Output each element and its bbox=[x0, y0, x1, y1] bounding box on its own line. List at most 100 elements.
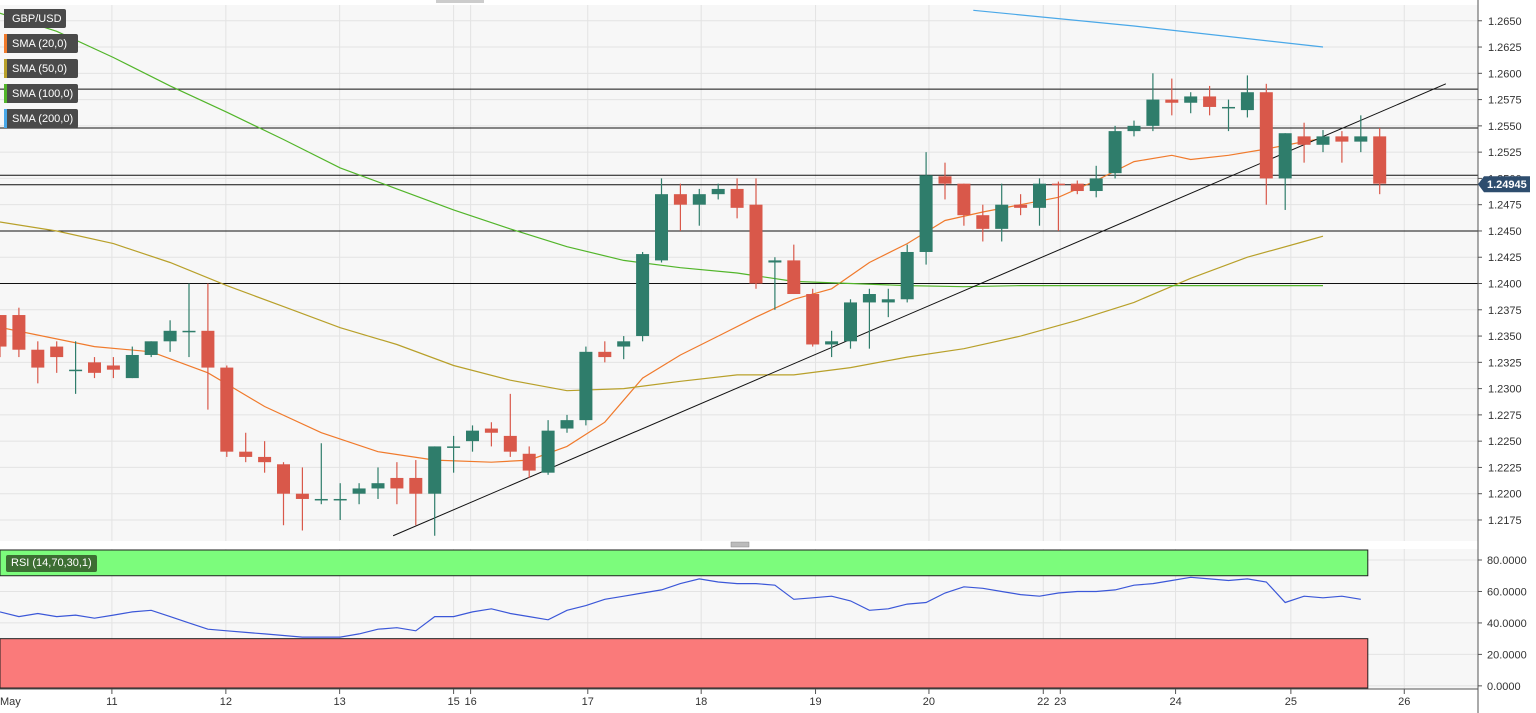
candle bbox=[957, 183, 971, 226]
candle bbox=[1354, 115, 1368, 153]
candle bbox=[730, 178, 744, 219]
candle bbox=[673, 183, 687, 231]
candle bbox=[1014, 194, 1028, 216]
legend-pair[interactable]: GBP/USD bbox=[4, 9, 66, 28]
candle-body bbox=[466, 430, 479, 442]
candle-body bbox=[12, 315, 26, 350]
candle-body bbox=[1014, 204, 1028, 208]
price-tick-label: 1.2600 bbox=[1488, 68, 1522, 80]
candle bbox=[919, 152, 933, 265]
time-tick-label: 16 bbox=[464, 696, 476, 708]
candle bbox=[1259, 83, 1273, 205]
candle-body bbox=[144, 341, 158, 355]
candle-body bbox=[579, 351, 593, 421]
rsi-line bbox=[0, 576, 1361, 638]
candle bbox=[220, 365, 234, 457]
legend-sma-100[interactable]: SMA (100,0) bbox=[4, 84, 78, 103]
sma-line-3 bbox=[973, 9, 1324, 48]
sma-line-1 bbox=[0, 221, 1324, 392]
legend-sma-100-swatch bbox=[4, 84, 7, 103]
candle bbox=[314, 443, 328, 505]
price-tick-label: 1.2425 bbox=[1488, 252, 1522, 264]
sma-line-2 bbox=[0, 12, 1323, 288]
candle-body bbox=[1184, 96, 1198, 103]
indicator-legend: GBP/USD SMA (20,0) SMA (50,0) SMA (100,0… bbox=[4, 9, 78, 134]
price-tick-label: 1.2625 bbox=[1488, 42, 1522, 54]
price-tick-label: 1.2300 bbox=[1488, 384, 1522, 396]
candle-body bbox=[1354, 136, 1368, 142]
candle bbox=[560, 414, 574, 433]
candle-body bbox=[125, 354, 139, 379]
candle bbox=[938, 162, 952, 200]
legend-sma-50[interactable]: SMA (50,0) bbox=[4, 59, 78, 78]
candle bbox=[409, 460, 423, 526]
time-tick-label: 26 bbox=[1398, 696, 1410, 708]
candle-body bbox=[31, 349, 45, 368]
candle bbox=[787, 244, 801, 295]
price-tick-label: 1.2475 bbox=[1488, 200, 1522, 212]
legend-sma-20-label: SMA (20,0) bbox=[12, 37, 68, 50]
time-tick-label: 25 bbox=[1285, 696, 1297, 708]
candle-body bbox=[352, 488, 366, 494]
legend-sma-200[interactable]: SMA (200,0) bbox=[4, 109, 78, 128]
price-tick-label: 1.2650 bbox=[1488, 16, 1522, 28]
panel-resize-handle[interactable] bbox=[730, 541, 750, 548]
candle bbox=[1316, 130, 1330, 153]
candle bbox=[995, 183, 1009, 242]
price-tick-label: 1.2200 bbox=[1488, 489, 1522, 501]
price-tag-label: 1.24945 bbox=[1487, 179, 1527, 191]
candle bbox=[1165, 78, 1179, 116]
price-tick-label: 1.2575 bbox=[1488, 95, 1522, 107]
price-tick-label: 1.2400 bbox=[1488, 279, 1522, 291]
candle-body bbox=[295, 493, 309, 499]
candle bbox=[636, 251, 650, 342]
candle-body bbox=[692, 194, 706, 205]
price-tick-label: 1.2175 bbox=[1488, 515, 1522, 527]
time-tick-label: 12 bbox=[220, 696, 232, 708]
candle bbox=[277, 462, 290, 526]
candle bbox=[598, 341, 612, 363]
candle-body bbox=[1297, 136, 1311, 145]
candle-body bbox=[201, 330, 215, 368]
price-tick-label: 1.2450 bbox=[1488, 226, 1522, 238]
candle-body bbox=[957, 183, 971, 216]
candle-body bbox=[182, 330, 196, 333]
rsi-axis: 80.0000 60.0000 40.0000 20.0000 0.0000 bbox=[1478, 555, 1527, 693]
price-axis: 1.26501.26251.26001.25751.25501.25251.25… bbox=[1477, 0, 1522, 713]
legend-sma-20-swatch bbox=[4, 34, 7, 53]
rsi-indicator-label[interactable]: RSI (14,70,30,1) bbox=[6, 555, 97, 572]
candle bbox=[806, 288, 820, 347]
rsi-zones bbox=[0, 549, 1369, 689]
time-tick-label: 20 bbox=[923, 696, 935, 708]
time-axis-scroll-handle[interactable] bbox=[436, 0, 484, 3]
candle bbox=[390, 462, 404, 505]
candle bbox=[1297, 122, 1311, 163]
legend-sma-50-label: SMA (50,0) bbox=[12, 62, 68, 75]
candle bbox=[0, 315, 7, 358]
candle bbox=[1108, 125, 1122, 179]
candle-body bbox=[976, 215, 990, 229]
candle-body bbox=[409, 477, 423, 494]
candle bbox=[50, 341, 64, 373]
candle-body bbox=[730, 188, 744, 208]
candle-body bbox=[749, 204, 763, 284]
candle bbox=[295, 467, 309, 531]
candle bbox=[484, 422, 498, 447]
candle bbox=[1278, 133, 1292, 210]
candle-body bbox=[371, 483, 385, 489]
candle-body bbox=[1089, 178, 1103, 192]
candle bbox=[1127, 120, 1141, 137]
legend-sma-20[interactable]: SMA (20,0) bbox=[4, 34, 78, 53]
candle bbox=[182, 283, 196, 358]
candle bbox=[1222, 99, 1235, 132]
candle bbox=[862, 288, 876, 349]
candle bbox=[503, 393, 517, 457]
price-tag-box bbox=[1478, 176, 1530, 193]
candle bbox=[692, 188, 706, 226]
candle-body bbox=[1222, 106, 1235, 109]
candle-body bbox=[1316, 136, 1330, 145]
candle bbox=[844, 299, 857, 349]
candle-body bbox=[220, 367, 234, 452]
candle bbox=[900, 244, 914, 303]
candle bbox=[163, 320, 177, 352]
